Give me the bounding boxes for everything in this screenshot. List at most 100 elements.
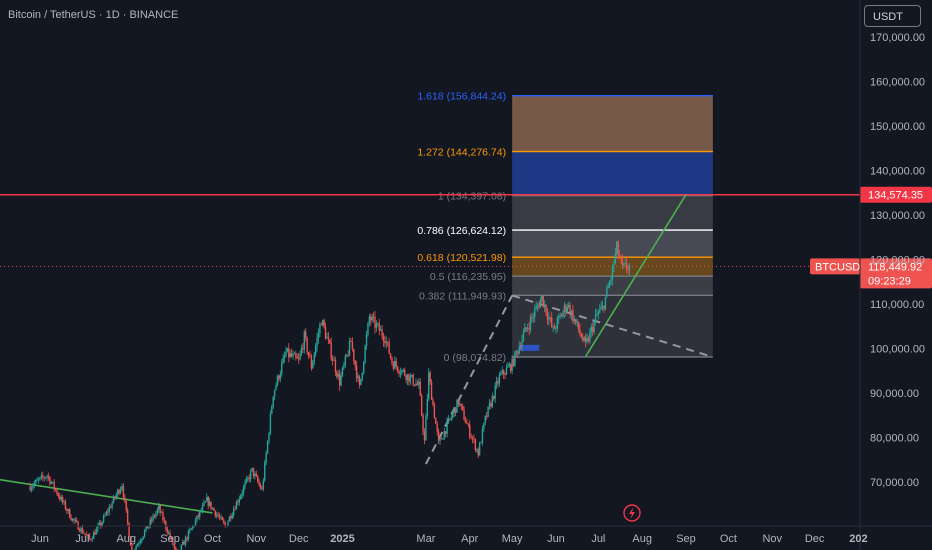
candle <box>117 488 119 498</box>
candle <box>42 471 44 482</box>
candle <box>416 380 419 386</box>
candle <box>37 477 40 484</box>
candle-body <box>327 337 330 340</box>
candle-body <box>613 263 615 266</box>
candle <box>186 536 188 542</box>
candle-body <box>227 521 229 527</box>
candle <box>33 480 36 489</box>
dashed-projection-up <box>425 295 514 465</box>
candle <box>508 362 511 368</box>
candle-body <box>314 346 317 355</box>
candle-body <box>402 369 404 371</box>
candle-body <box>131 545 133 550</box>
candle <box>259 482 262 490</box>
candle <box>143 528 146 539</box>
candle <box>159 503 161 517</box>
candle-body <box>467 424 470 425</box>
candle-body <box>139 541 142 544</box>
candle <box>483 422 485 432</box>
candle-body <box>36 479 38 481</box>
candle-body <box>365 335 368 346</box>
candle <box>111 500 113 511</box>
candle-body <box>302 348 304 350</box>
candle-body <box>288 348 290 358</box>
candle-body <box>474 439 477 451</box>
candle <box>173 544 175 550</box>
candle-body <box>442 438 444 440</box>
candle <box>559 312 561 320</box>
candle <box>569 302 571 319</box>
resistance-price-tag: 134,574.35 <box>860 186 932 203</box>
candle <box>100 520 102 529</box>
candle-body <box>340 375 342 386</box>
candle-body <box>80 527 82 532</box>
candle <box>521 334 523 352</box>
candle-body <box>153 515 156 517</box>
candle-body <box>569 304 571 316</box>
candle-body <box>207 497 209 506</box>
candle <box>340 371 342 387</box>
candle-body <box>471 437 474 439</box>
candle <box>217 512 219 518</box>
candle <box>429 370 431 385</box>
candle <box>586 333 588 345</box>
candle <box>364 344 366 364</box>
candle-body <box>317 333 320 339</box>
candle-body <box>525 327 527 330</box>
candle <box>282 353 284 365</box>
candle-body <box>122 486 125 498</box>
candle <box>278 374 280 382</box>
candle <box>463 406 465 421</box>
candle <box>430 379 433 400</box>
candle-body <box>183 541 185 545</box>
candle-body <box>573 319 576 322</box>
candle <box>324 322 327 341</box>
candle-body <box>286 348 289 352</box>
candle <box>251 467 253 472</box>
time-axis-tick: Aug <box>116 533 136 545</box>
price-axis-tick: 160,000.00 <box>870 77 925 89</box>
candle-body <box>271 406 273 414</box>
candle <box>302 342 304 353</box>
candle <box>167 530 170 535</box>
candle-body <box>510 364 512 371</box>
candle <box>584 333 587 348</box>
candle-body <box>572 310 574 322</box>
candle <box>115 492 118 500</box>
candle <box>493 395 495 401</box>
candle <box>175 546 177 550</box>
candle <box>592 321 594 337</box>
candle-body <box>223 520 225 523</box>
candle <box>341 366 344 378</box>
candle <box>543 300 546 313</box>
candle-body <box>143 530 146 537</box>
candle-body <box>422 415 424 432</box>
candle <box>404 367 406 377</box>
candle-body <box>398 371 400 374</box>
lightning-icon-bolt <box>629 507 635 519</box>
candle-body <box>117 489 119 495</box>
candle-body <box>33 483 36 486</box>
candle-body <box>548 317 550 320</box>
candle <box>107 508 109 516</box>
candle <box>377 322 379 327</box>
time-axis-tick: Oct <box>720 533 737 545</box>
candle <box>582 333 584 343</box>
candle <box>607 282 609 289</box>
candle-body <box>282 357 284 364</box>
candle-body <box>285 351 287 356</box>
candle-body <box>517 351 519 354</box>
fib-label-1.272: 1.272 (144,276.74) <box>417 147 506 159</box>
candle <box>422 413 424 436</box>
currency-button[interactable]: USDT <box>864 5 921 27</box>
candle-body <box>600 306 602 310</box>
candle <box>439 436 441 445</box>
candle-body <box>109 507 112 508</box>
candle-body <box>616 241 618 254</box>
symbol-title: Bitcoin / TetherUS · 1D · BINANCE <box>8 9 179 21</box>
candle <box>469 420 471 440</box>
candle <box>541 294 543 303</box>
candle <box>535 300 537 310</box>
